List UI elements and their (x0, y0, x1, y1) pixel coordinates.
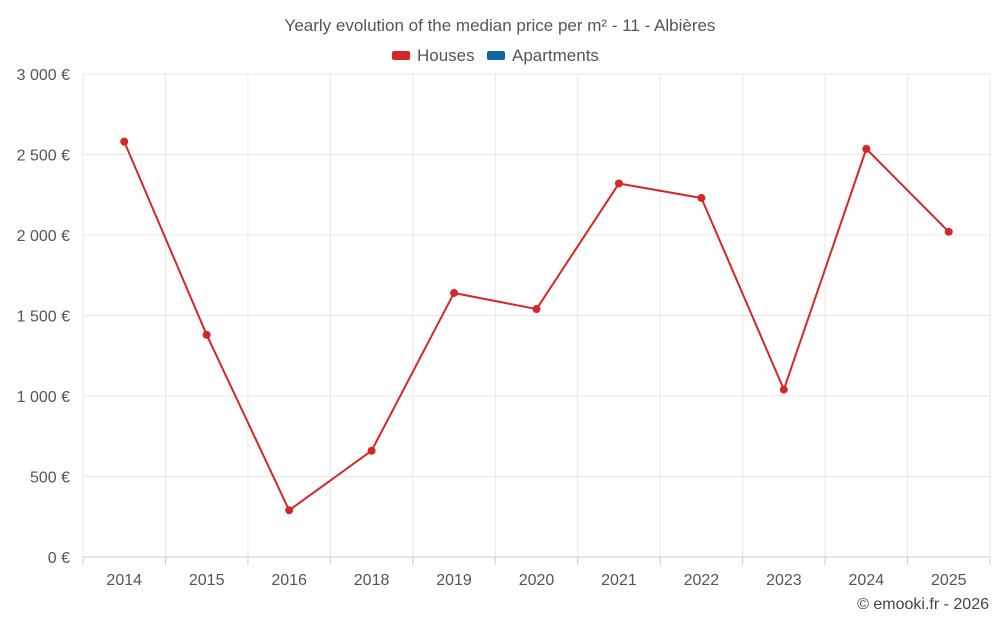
legend-item-houses[interactable]: Houses (392, 46, 475, 65)
legend-item-apartments[interactable]: Apartments (487, 46, 599, 65)
x-tick-label: 2025 (931, 572, 967, 589)
y-tick-label: 1 500 € (17, 309, 70, 326)
data-point[interactable] (120, 137, 129, 146)
data-point[interactable] (779, 385, 788, 394)
legend-label-houses: Houses (417, 46, 475, 65)
x-tick-label: 2018 (354, 572, 390, 589)
data-point[interactable] (697, 193, 706, 202)
legend-label-apartments: Apartments (512, 46, 599, 65)
legend: Houses Apartments (392, 46, 599, 65)
data-point[interactable] (367, 446, 376, 455)
x-tick-label: 2023 (766, 572, 802, 589)
y-tick-label: 3 000 € (17, 67, 70, 84)
y-tick-label: 0 € (48, 550, 70, 567)
x-tick-label: 2022 (684, 572, 720, 589)
data-point[interactable] (202, 330, 211, 339)
data-point[interactable] (944, 227, 953, 236)
series-houses (120, 137, 953, 515)
x-tick-label: 2014 (106, 572, 142, 589)
chart-title: Yearly evolution of the median price per… (285, 16, 716, 35)
data-point[interactable] (862, 144, 871, 153)
legend-swatch-houses (392, 51, 410, 60)
x-tick-label: 2016 (271, 572, 307, 589)
data-point[interactable] (614, 179, 623, 188)
y-tick-label: 500 € (30, 470, 70, 487)
y-tick-label: 2 500 € (17, 148, 70, 165)
gridlines (82, 73, 991, 557)
x-tick-label: 2019 (436, 572, 472, 589)
y-axis: 0 € 500 € 1 000 € 1 500 € 2 000 € 2 500 € 3 00… (17, 67, 70, 567)
x-tick-label: 2015 (189, 572, 225, 589)
data-point[interactable] (285, 506, 294, 515)
x-tick-label: 2021 (601, 572, 637, 589)
x-tick-label: 2024 (849, 572, 885, 589)
y-tick-label: 2 000 € (17, 228, 70, 245)
x-axis: 2014 2015 2016 2018 2019 2020 2021 2022 2023 2024… (82, 556, 991, 589)
data-point[interactable] (450, 288, 459, 297)
legend-swatch-apartments (487, 51, 505, 60)
y-tick-label: 1 000 € (17, 389, 70, 406)
data-point[interactable] (532, 305, 541, 314)
x-tick-label: 2020 (519, 572, 555, 589)
credit-text: © emooki.fr - 2026 (857, 596, 989, 613)
